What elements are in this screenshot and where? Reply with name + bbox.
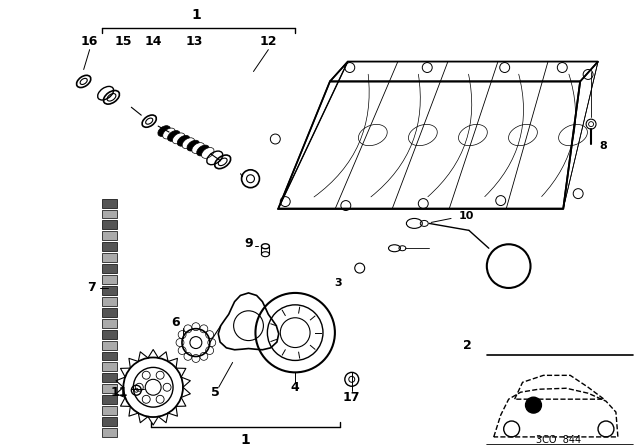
Bar: [102, 330, 117, 339]
Text: 1: 1: [241, 433, 250, 447]
Ellipse shape: [172, 133, 185, 144]
Bar: [102, 242, 117, 251]
Text: 13: 13: [185, 35, 203, 48]
Text: 3CO  844: 3CO 844: [536, 435, 581, 445]
Bar: [102, 253, 117, 262]
Bar: [102, 210, 117, 219]
Bar: [102, 198, 117, 207]
Bar: [102, 352, 117, 361]
Bar: [102, 308, 117, 317]
Bar: [102, 231, 117, 240]
Ellipse shape: [158, 125, 170, 137]
Ellipse shape: [196, 145, 209, 156]
Text: 1: 1: [191, 8, 201, 22]
Text: 3: 3: [334, 278, 342, 288]
Text: 7: 7: [87, 281, 96, 294]
Bar: [102, 264, 117, 273]
Bar: [102, 395, 117, 404]
Text: 5: 5: [211, 386, 220, 399]
Bar: [102, 428, 117, 437]
Bar: [102, 319, 117, 327]
Ellipse shape: [192, 142, 204, 154]
Text: 11: 11: [111, 386, 128, 399]
Bar: [102, 297, 117, 306]
Ellipse shape: [168, 130, 180, 141]
Text: 10: 10: [459, 211, 474, 221]
Text: 12: 12: [260, 35, 277, 48]
Ellipse shape: [182, 138, 195, 149]
Bar: [102, 340, 117, 349]
Ellipse shape: [187, 140, 200, 151]
Text: 2: 2: [463, 339, 471, 352]
Bar: [102, 362, 117, 371]
Circle shape: [525, 397, 541, 413]
Bar: [102, 275, 117, 284]
Text: 9: 9: [244, 237, 253, 250]
Text: 15: 15: [115, 35, 132, 48]
Bar: [102, 384, 117, 393]
Text: 14: 14: [145, 35, 162, 48]
Ellipse shape: [202, 147, 214, 158]
Bar: [102, 417, 117, 426]
Ellipse shape: [163, 128, 175, 139]
Text: 8: 8: [599, 141, 607, 151]
Bar: [102, 373, 117, 382]
Text: 4: 4: [291, 381, 300, 394]
Bar: [102, 286, 117, 295]
Text: 6: 6: [172, 316, 180, 329]
Text: 16: 16: [81, 35, 99, 48]
Text: 17: 17: [343, 391, 360, 404]
Ellipse shape: [177, 135, 190, 146]
Bar: [102, 220, 117, 229]
Bar: [102, 406, 117, 415]
